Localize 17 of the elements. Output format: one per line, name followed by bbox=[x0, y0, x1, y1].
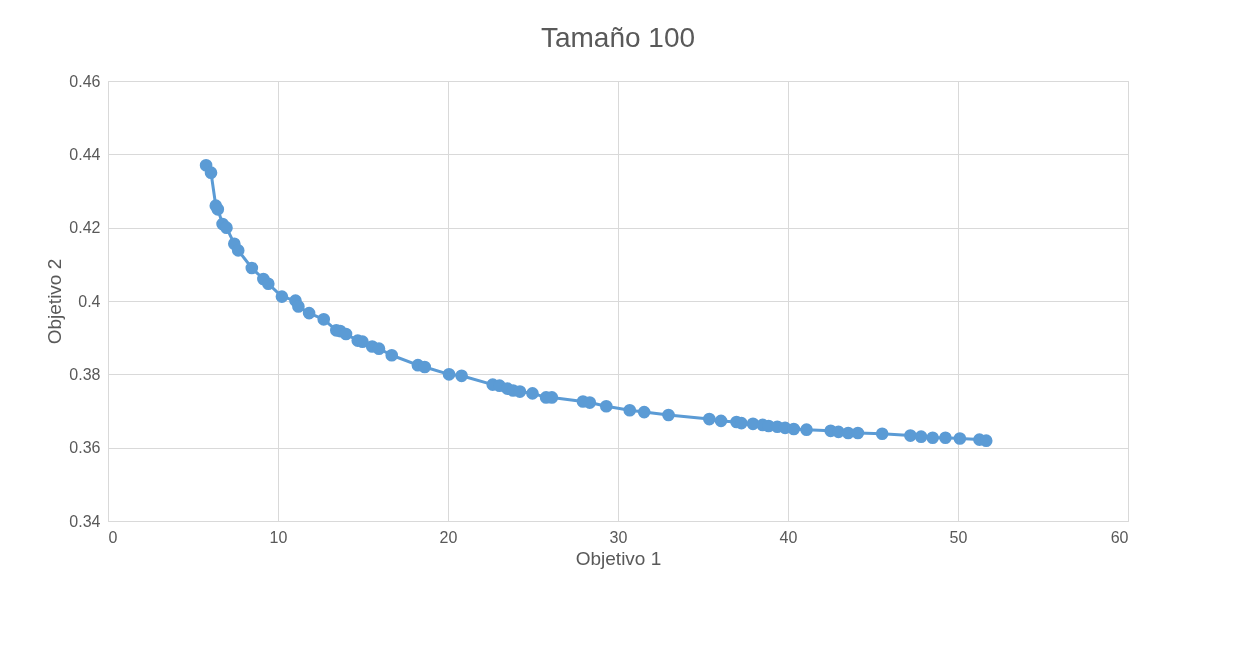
y-tick-label: 0.42 bbox=[69, 219, 101, 237]
y-tick-label: 0.4 bbox=[78, 292, 101, 310]
y-tick-label: 0.46 bbox=[69, 72, 101, 90]
x-tick-label: 20 bbox=[439, 528, 458, 546]
x-tick-label: 60 bbox=[1110, 528, 1129, 546]
y-axis-title: Objetivo 2 bbox=[44, 258, 66, 345]
x-tick-label: 50 bbox=[949, 528, 968, 546]
y-tick-label: 0.38 bbox=[69, 365, 101, 383]
x-tick-label: 10 bbox=[269, 528, 288, 546]
x-tick-label: 0 bbox=[108, 528, 118, 546]
x-tick-label: 30 bbox=[609, 528, 628, 546]
y-tick-label: 0.36 bbox=[69, 439, 101, 457]
chart-title: Tamaño 100 bbox=[540, 22, 696, 53]
x-axis-title: Objetivo 1 bbox=[575, 547, 662, 569]
y-tick-label: 0.34 bbox=[69, 512, 101, 530]
x-tick-label: 40 bbox=[779, 528, 798, 546]
y-tick-label: 0.44 bbox=[69, 145, 101, 163]
